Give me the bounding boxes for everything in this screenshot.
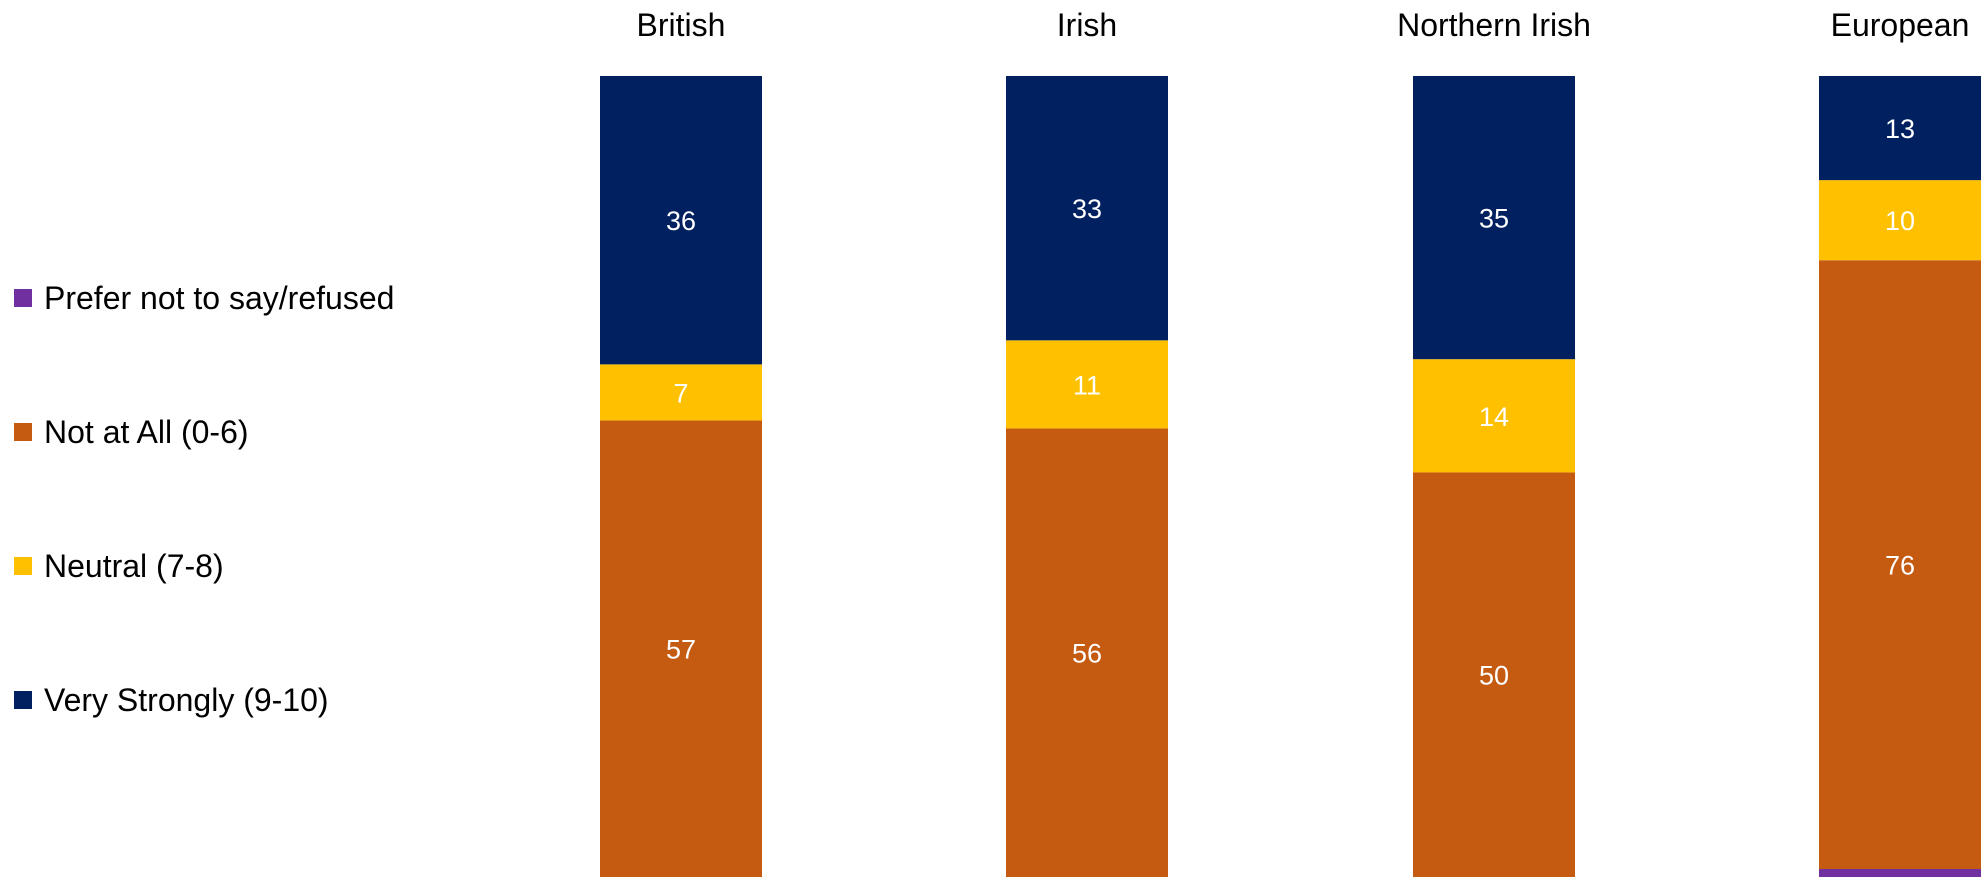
bar-segment <box>1006 76 1168 341</box>
bar-segment <box>1413 472 1575 877</box>
data-label: 36 <box>666 206 696 236</box>
data-label: 50 <box>1479 661 1509 691</box>
category-label: Northern Irish <box>1397 7 1591 43</box>
category-label: Irish <box>1057 7 1117 43</box>
legend-swatch <box>14 691 32 709</box>
bar-segment <box>1006 428 1168 877</box>
category-label: European <box>1831 7 1970 43</box>
legend-swatch <box>14 289 32 307</box>
legend-label: Prefer not to say/refused <box>44 280 394 316</box>
bar-segment <box>1819 180 1981 261</box>
bar-segment <box>1819 260 1981 869</box>
data-label: 33 <box>1072 194 1102 224</box>
data-label: 56 <box>1072 639 1102 669</box>
bar-segment <box>1006 340 1168 429</box>
data-label: 7 <box>673 378 688 408</box>
bar-segment <box>600 76 762 365</box>
data-label: 35 <box>1479 204 1509 234</box>
legend: Prefer not to say/refused Not at All (0-6… <box>14 280 394 718</box>
legend-label: Neutral (7-8) <box>44 548 224 584</box>
bar-segment <box>600 364 762 421</box>
data-label: 11 <box>1073 370 1101 400</box>
data-label: 10 <box>1885 206 1915 236</box>
bar-segment <box>1819 868 1981 877</box>
bar-stack-northern-irish: 0501435 <box>1413 76 1575 877</box>
bar-stack-european: 1761013 <box>1819 76 1981 877</box>
bar-segment <box>1819 76 1981 181</box>
data-label: 14 <box>1479 402 1509 432</box>
data-label: 76 <box>1885 551 1915 581</box>
bar-stack-irish: 0561133 <box>1006 76 1168 877</box>
bar-segment <box>1413 76 1575 360</box>
bar-segment <box>600 420 762 877</box>
category-label: British <box>637 7 726 43</box>
bar-stack-british: 057736 <box>600 76 762 877</box>
legend-swatch <box>14 423 32 441</box>
data-label: 13 <box>1885 114 1915 144</box>
legend-label: Very Strongly (9-10) <box>44 682 329 718</box>
bar-segment <box>1413 359 1575 473</box>
legend-swatch <box>14 557 32 575</box>
legend-label: Not at All (0-6) <box>44 414 249 450</box>
data-label: 57 <box>666 635 696 665</box>
